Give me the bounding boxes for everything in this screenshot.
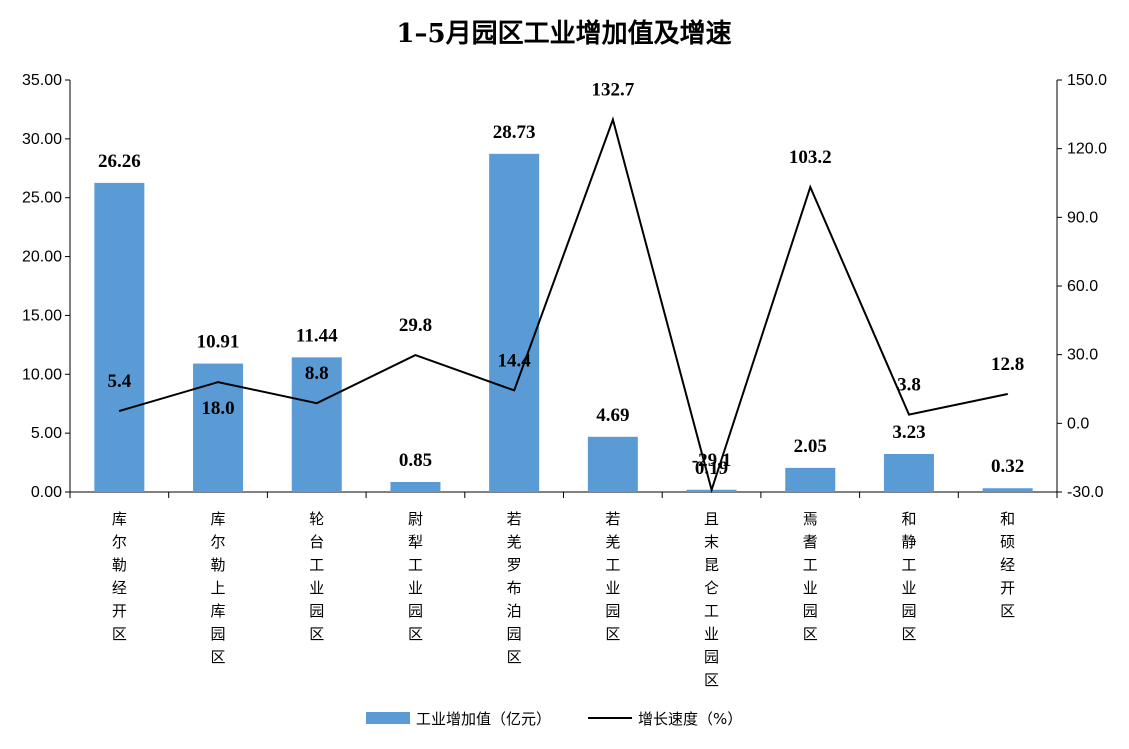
line-point <box>711 489 713 491</box>
left-tick-label: 0.00 <box>31 484 62 501</box>
chart-title: 1–5月园区工业增加值及增速 <box>396 18 731 49</box>
bar-value-label: 10.91 <box>197 332 240 353</box>
bar <box>489 153 540 492</box>
x-tick-label: 焉耆工业园区 <box>803 510 818 643</box>
legend-label-line: 增长速度（%） <box>638 710 742 728</box>
bar-value-label: 0.85 <box>399 450 432 471</box>
x-tick-label: 轮台工业园区 <box>309 510 324 643</box>
legend-swatch-bar <box>366 712 410 724</box>
line-value-label: 12.8 <box>991 354 1024 375</box>
line-point <box>513 389 515 391</box>
right-tick-label: 30.0 <box>1067 347 1098 364</box>
x-tick-label: 尉犁工业园区 <box>408 510 423 643</box>
bar <box>982 488 1033 492</box>
left-tick-label: 35.00 <box>22 72 62 89</box>
bar-value-label: 3.23 <box>892 422 925 443</box>
right-tick-label: 120.0 <box>1067 141 1107 158</box>
bar <box>390 481 441 492</box>
line-point <box>118 410 120 412</box>
x-tick-label: 库尔勒上库园区 <box>211 510 226 666</box>
growth-line <box>118 116 1009 494</box>
x-tick-label: 且末昆仑工业园区 <box>704 510 719 689</box>
left-tick-label: 5.00 <box>31 425 62 442</box>
x-tick-label: 和硕经开区 <box>1000 510 1015 620</box>
right-tick-label: 150.0 <box>1067 72 1107 89</box>
bar-value-label: 28.73 <box>493 122 536 143</box>
line-point <box>809 186 811 188</box>
bar-value-label: 0.32 <box>991 456 1024 477</box>
line-value-label: 14.4 <box>498 350 532 371</box>
line-value-label: 18.0 <box>201 398 234 419</box>
bar <box>94 182 145 493</box>
x-tick-label: 和静工业园区 <box>901 510 916 643</box>
line-value-label: 3.8 <box>897 375 921 396</box>
right-tick-label: -30.0 <box>1067 484 1104 501</box>
bar-value-label: 4.69 <box>596 405 629 426</box>
line-point <box>1007 393 1009 395</box>
bars <box>94 153 1033 493</box>
right-tick-label: 60.0 <box>1067 278 1098 295</box>
line-value-label: 8.8 <box>305 363 329 384</box>
x-tick-label: 若羌罗布泊园区 <box>507 510 522 666</box>
left-tick-label: 10.00 <box>22 366 62 383</box>
left-tick-label: 15.00 <box>22 307 62 324</box>
line-point <box>316 402 318 404</box>
bar <box>291 357 342 492</box>
legend-label-bar: 工业增加值（亿元） <box>416 710 551 728</box>
line-value-label: 103.2 <box>789 147 832 168</box>
line-point <box>414 354 416 356</box>
right-tick-label: 0.0 <box>1067 415 1089 432</box>
bar-value-label: 0.19 <box>695 458 728 479</box>
left-tick-label: 20.00 <box>22 249 62 266</box>
left-tick-label: 30.00 <box>22 131 62 148</box>
bar-value-label: 11.44 <box>296 325 338 346</box>
line-value-label: 5.4 <box>107 371 131 392</box>
growth-series-line <box>119 116 1008 494</box>
line-value-label: -29.1 <box>692 450 732 471</box>
bar <box>785 467 836 492</box>
line-point <box>908 414 910 416</box>
bar-value-label: 26.26 <box>98 151 141 172</box>
data-labels: 26.26 10.91 11.44 0.85 28.73 4.69 0.19 2.05 3.23… <box>98 80 1024 479</box>
bar-value-label: 2.05 <box>794 436 827 457</box>
x-tick-label: 若羌工业园区 <box>605 510 620 643</box>
left-tick-label: 25.00 <box>22 190 62 207</box>
line-point <box>217 381 219 383</box>
legend: 工业增加值（亿元） 增长速度（%） <box>366 710 742 728</box>
axes: 0.00 5.00 10.00 15.00 20.00 25.00 30.00 35.00 -3… <box>22 72 1107 689</box>
line-value-label: 132.7 <box>591 80 634 101</box>
bar <box>883 453 934 492</box>
line-point <box>612 119 614 121</box>
x-tick-label: 库尔勒经开区 <box>112 510 127 643</box>
line-value-label: 29.8 <box>399 315 432 336</box>
right-tick-label: 90.0 <box>1067 209 1098 226</box>
bar <box>587 436 638 492</box>
